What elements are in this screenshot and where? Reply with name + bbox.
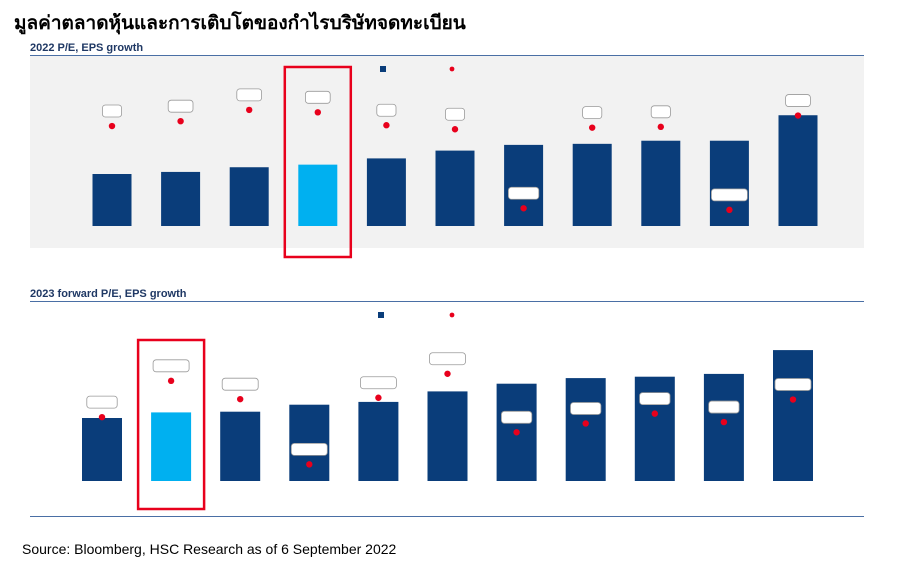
chart1-bar: [229, 167, 269, 226]
chart2-eps-point: [98, 413, 106, 421]
chart1-eps-point: [108, 122, 116, 130]
chart2-data-label-box: [86, 395, 118, 409]
chart2-bottom-rule: [30, 516, 864, 517]
chart2-bar: [220, 411, 261, 481]
chart2-bar: [151, 412, 192, 481]
chart1-data-label-box: [236, 88, 263, 102]
chart1-eps-point: [177, 117, 184, 125]
chart2-data-label-box: [359, 376, 397, 390]
chart2-eps-point: [444, 370, 451, 377]
chart1-bar: [709, 140, 749, 226]
chart2-eps-point: [789, 396, 797, 403]
chart1-data-label-box: [304, 90, 331, 104]
chart2-eps-point: [582, 420, 589, 427]
chart2-bar: [773, 350, 813, 481]
chart1-eps-point: [794, 112, 802, 119]
chart2-data-label-box: [500, 410, 533, 424]
chart2-legend-dot-swatch: [449, 312, 455, 318]
chart2-legend-bar-swatch: [378, 312, 384, 318]
chart2-eps-point: [237, 395, 244, 403]
chart2-eps-point: [513, 429, 520, 436]
page-title: มูลค่าตลาดหุ้นและการเติบโตของกำไรบริษัทจ…: [14, 12, 466, 34]
chart1-bar: [161, 171, 201, 226]
chart1-bar: [641, 140, 681, 226]
chart2-highlight-box: [136, 338, 206, 511]
chart1-data-label-box: [444, 107, 465, 121]
chart2-title: 2023 forward P/E, EPS growth: [30, 288, 187, 300]
chart1-highlight-box: [283, 65, 353, 259]
chart2-eps-point: [375, 394, 382, 401]
chart2-bar: [358, 401, 399, 481]
chart1-bar: [435, 150, 475, 226]
chart1-eps-point: [726, 206, 733, 214]
chart2-bar: [703, 373, 744, 481]
chart2-eps-point: [651, 410, 658, 417]
chart1-data-label-box: [711, 188, 748, 202]
chart2-data-label-box: [221, 377, 259, 391]
chart2-title-rule: [30, 301, 864, 302]
chart2-eps-point: [167, 377, 175, 385]
chart1-eps-point: [589, 124, 596, 131]
chart1-eps-point: [451, 126, 459, 133]
chart2-eps-point: [306, 461, 313, 468]
chart1-title-rule: [30, 55, 864, 56]
chart2-bar: [565, 378, 606, 481]
chart1-bar: [504, 144, 544, 226]
chart2-data-label-box: [429, 352, 466, 366]
chart2-bar: [427, 391, 468, 481]
chart2-data-label-box: [708, 400, 740, 414]
chart2-data-label-box: [774, 378, 812, 391]
chart1-eps-point: [520, 205, 527, 212]
source-note: Source: Bloomberg, HSC Research as of 6 …: [22, 541, 397, 557]
chart1-bar: [778, 115, 818, 226]
chart2-data-label-box: [290, 442, 328, 456]
chart1-bar: [298, 164, 338, 226]
chart2-data-label-box: [152, 359, 190, 373]
chart2-bar: [289, 404, 330, 481]
chart1-legend-bar-swatch: [380, 66, 386, 72]
chart1-eps-point: [657, 123, 664, 131]
chart1-data-label-box: [167, 99, 194, 113]
chart1-title: 2022 P/E, EPS growth: [30, 42, 144, 54]
chart1-data-label-box: [785, 94, 811, 107]
chart1-eps-point: [246, 106, 253, 114]
chart1-data-label-box: [102, 104, 123, 118]
chart2-eps-point: [720, 418, 728, 426]
chart1-eps-point: [314, 109, 321, 116]
chart1-data-label-box: [582, 106, 603, 120]
chart1-bar: [366, 158, 406, 226]
chart1-bar: [572, 143, 612, 226]
chart2-data-label-box: [639, 392, 671, 406]
chart1-data-label-box: [507, 186, 540, 200]
chart2-bar: [82, 418, 122, 481]
chart1-bar: [92, 174, 132, 226]
chart1-eps-point: [383, 122, 390, 129]
chart1-data-label-box: [650, 105, 671, 119]
chart1-data-label-box: [376, 103, 397, 117]
chart2-data-label-box: [570, 402, 602, 415]
chart1-legend-dot-swatch: [449, 66, 455, 72]
